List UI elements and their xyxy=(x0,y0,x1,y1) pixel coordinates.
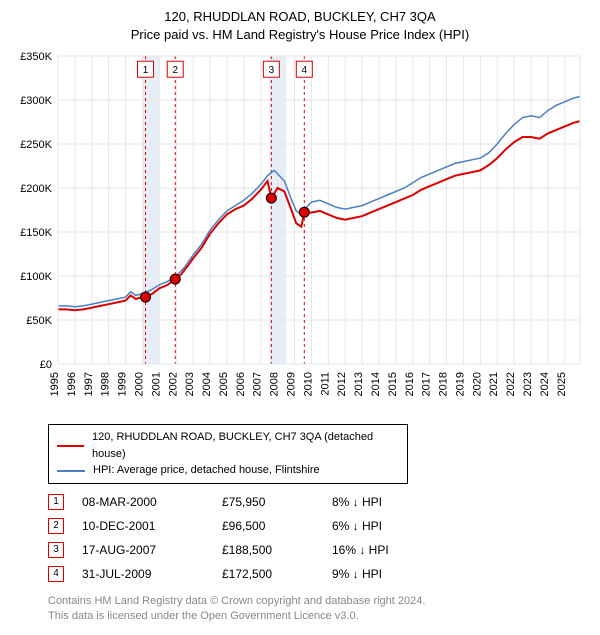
svg-text:2017: 2017 xyxy=(421,372,433,396)
svg-text:2024: 2024 xyxy=(539,372,551,396)
svg-text:£150K: £150K xyxy=(20,227,52,239)
svg-text:2009: 2009 xyxy=(286,372,298,396)
sale-row: 1 08-MAR-2000 £75,950 8% ↓ HPI xyxy=(48,490,590,514)
sale-marker-n: 2 xyxy=(53,520,59,531)
chart-svg: £0 £50K £100K £150K £200K £250K £300K £350K 1995… xyxy=(10,48,590,418)
sale-date: 17-AUG-2007 xyxy=(82,543,222,557)
svg-text:£200K: £200K xyxy=(20,183,52,195)
sale-row: 3 17-AUG-2007 £188,500 16% ↓ HPI xyxy=(48,538,590,562)
sale-marker-n: 3 xyxy=(53,544,59,555)
sale-date: 31-JUL-2009 xyxy=(82,567,222,581)
sale-date: 08-MAR-2000 xyxy=(82,495,222,509)
svg-text:2018: 2018 xyxy=(438,372,450,396)
sale-marker-box: 1 xyxy=(48,494,64,510)
sale-delta: 9% ↓ HPI xyxy=(332,567,452,581)
sale-row: 4 31-JUL-2009 £172,500 9% ↓ HPI xyxy=(48,562,590,586)
svg-text:1997: 1997 xyxy=(83,372,95,396)
svg-text:2007: 2007 xyxy=(252,372,264,396)
svg-text:£50K: £50K xyxy=(26,315,52,327)
svg-text:2001: 2001 xyxy=(150,372,162,396)
svg-text:2002: 2002 xyxy=(167,372,179,396)
chart-container: 120, RHUDDLAN ROAD, BUCKLEY, CH7 3QA Pri… xyxy=(0,0,600,635)
svg-text:3: 3 xyxy=(269,66,275,77)
svg-text:2022: 2022 xyxy=(505,372,517,396)
svg-text:£350K: £350K xyxy=(20,51,52,63)
footer: Contains HM Land Registry data © Crown c… xyxy=(48,594,590,625)
sale-marker-n: 4 xyxy=(53,568,59,579)
svg-text:2013: 2013 xyxy=(353,372,365,396)
svg-text:£100K: £100K xyxy=(20,271,52,283)
legend-item-hpi: HPI: Average price, detached house, Flin… xyxy=(57,462,399,479)
sale-price: £75,950 xyxy=(222,495,332,509)
sale-marker-box: 2 xyxy=(48,518,64,534)
svg-text:2016: 2016 xyxy=(404,372,416,396)
sale-date: 10-DEC-2001 xyxy=(82,519,222,533)
footer-line: Contains HM Land Registry data © Crown c… xyxy=(48,594,590,609)
sale-marker-n: 1 xyxy=(53,496,59,507)
sales-table: 1 08-MAR-2000 £75,950 8% ↓ HPI 2 10-DEC-… xyxy=(48,490,590,586)
title-subtitle: Price paid vs. HM Land Registry's House … xyxy=(10,26,590,44)
svg-text:2025: 2025 xyxy=(556,372,568,396)
svg-text:1996: 1996 xyxy=(66,372,78,396)
legend-swatch xyxy=(57,470,85,472)
svg-text:2004: 2004 xyxy=(201,372,213,396)
svg-text:2010: 2010 xyxy=(302,372,314,396)
svg-text:2: 2 xyxy=(172,66,178,77)
sale-marker-box: 4 xyxy=(48,566,64,582)
svg-text:1999: 1999 xyxy=(117,372,129,396)
svg-text:2020: 2020 xyxy=(471,372,483,396)
chart: £0 £50K £100K £150K £200K £250K £300K £350K 1995… xyxy=(10,48,590,418)
sale-row: 2 10-DEC-2001 £96,500 6% ↓ HPI xyxy=(48,514,590,538)
sale-price: £172,500 xyxy=(222,567,332,581)
svg-text:2006: 2006 xyxy=(235,372,247,396)
legend-label: 120, RHUDDLAN ROAD, BUCKLEY, CH7 3QA (de… xyxy=(92,429,399,462)
svg-text:£300K: £300K xyxy=(20,95,52,107)
svg-text:1998: 1998 xyxy=(100,372,112,396)
sale-delta: 16% ↓ HPI xyxy=(332,543,452,557)
svg-text:2011: 2011 xyxy=(319,372,331,396)
svg-text:2015: 2015 xyxy=(387,372,399,396)
svg-text:2012: 2012 xyxy=(336,372,348,396)
svg-text:2000: 2000 xyxy=(133,372,145,396)
legend-item-price-paid: 120, RHUDDLAN ROAD, BUCKLEY, CH7 3QA (de… xyxy=(57,429,399,462)
sale-price: £188,500 xyxy=(222,543,332,557)
footer-line: This data is licensed under the Open Gov… xyxy=(48,609,590,624)
svg-text:4: 4 xyxy=(302,66,308,77)
title-block: 120, RHUDDLAN ROAD, BUCKLEY, CH7 3QA Pri… xyxy=(10,8,590,44)
sale-delta: 6% ↓ HPI xyxy=(332,519,452,533)
svg-text:2008: 2008 xyxy=(269,372,281,396)
svg-text:2005: 2005 xyxy=(218,372,230,396)
svg-text:2023: 2023 xyxy=(522,372,534,396)
sale-marker-box: 3 xyxy=(48,542,64,558)
svg-text:2003: 2003 xyxy=(184,372,196,396)
svg-text:£250K: £250K xyxy=(20,139,52,151)
svg-text:£0: £0 xyxy=(40,359,52,371)
legend-swatch xyxy=(57,445,84,447)
svg-text:2021: 2021 xyxy=(488,372,500,396)
svg-text:2014: 2014 xyxy=(370,372,382,396)
sale-delta: 8% ↓ HPI xyxy=(332,495,452,509)
title-address: 120, RHUDDLAN ROAD, BUCKLEY, CH7 3QA xyxy=(10,8,590,26)
svg-text:1: 1 xyxy=(143,66,149,77)
legend: 120, RHUDDLAN ROAD, BUCKLEY, CH7 3QA (de… xyxy=(48,424,408,484)
svg-text:2019: 2019 xyxy=(454,372,466,396)
sale-price: £96,500 xyxy=(222,519,332,533)
legend-label: HPI: Average price, detached house, Flin… xyxy=(93,462,320,479)
svg-text:1995: 1995 xyxy=(49,372,61,396)
